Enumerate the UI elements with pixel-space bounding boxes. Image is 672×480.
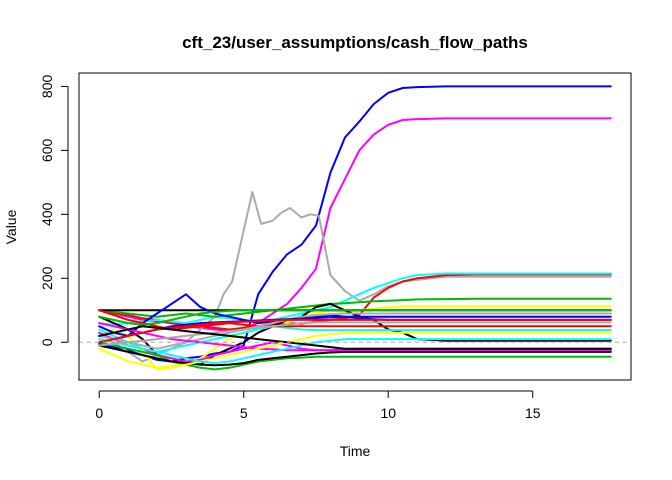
series-line-20 [98, 331, 612, 369]
x-tick-label: 0 [95, 405, 103, 421]
series-line-21 [98, 338, 612, 365]
series-line-24 [98, 325, 612, 350]
series-line-6 [98, 297, 612, 318]
series-line-13 [98, 344, 612, 367]
x-tick-label: 5 [240, 405, 248, 421]
series-line-12 [98, 341, 612, 371]
y-tick-label: 800 [39, 75, 55, 99]
series-line-19 [98, 309, 612, 326]
plot-series [98, 85, 612, 371]
series-line-23 [98, 321, 612, 347]
x-axis: 0 5 10 15 [95, 390, 541, 421]
series-line-16 [98, 312, 612, 350]
x-axis-label: Time [340, 443, 371, 459]
y-tick-label: 400 [39, 202, 55, 226]
series-line-17 [98, 315, 612, 344]
chart-title: cft_23/user_assumptions/cash_flow_paths [182, 33, 528, 52]
series-line-3 [98, 191, 612, 363]
y-axis: 0 200 400 600 800 [39, 75, 69, 346]
plot-box [78, 72, 632, 381]
x-tick-label: 15 [525, 405, 541, 421]
y-axis-label: Value [3, 209, 19, 244]
y-tick-label: 200 [39, 266, 55, 290]
series-line-14 [98, 325, 612, 353]
x-tick-label: 10 [380, 405, 396, 421]
y-tick-label: 0 [39, 338, 55, 346]
y-tick-label: 600 [39, 139, 55, 163]
